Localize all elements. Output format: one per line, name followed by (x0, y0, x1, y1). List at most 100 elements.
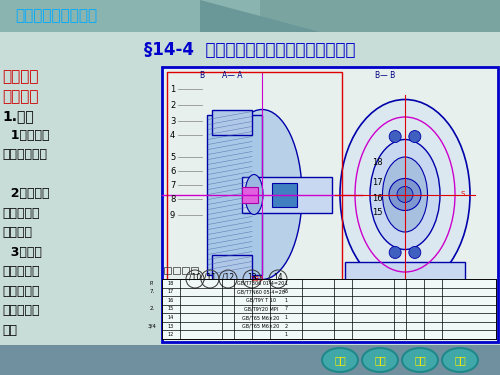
Text: GB/T9Y T 10: GB/T9Y T 10 (246, 298, 276, 303)
Text: /10: /10 (189, 273, 201, 282)
Circle shape (389, 130, 401, 142)
Text: GB/T9Y20 MPI: GB/T9Y20 MPI (244, 306, 278, 312)
Text: 画法几何及机械制图: 画法几何及机械制图 (15, 9, 97, 24)
Text: 1: 1 (284, 332, 288, 337)
Bar (0, 0, 500, 32)
Ellipse shape (382, 157, 428, 232)
Bar (164, 267, 171, 274)
Text: 部件序号: 部件序号 (2, 89, 38, 104)
Text: P.: P. (150, 281, 154, 286)
Text: A— A: A— A (222, 70, 242, 80)
Bar (162, 67, 498, 342)
Ellipse shape (340, 99, 470, 290)
Text: 首页: 首页 (334, 355, 346, 365)
Text: 5: 5 (170, 153, 175, 162)
Circle shape (409, 246, 421, 258)
Text: S: S (461, 192, 465, 198)
Text: 上页: 上页 (374, 355, 386, 365)
Circle shape (389, 246, 401, 258)
Text: 7.: 7. (150, 290, 154, 294)
Text: 16: 16 (168, 298, 174, 303)
Text: GB/T65 M6×20: GB/T65 M6×20 (242, 324, 280, 328)
Circle shape (389, 178, 421, 210)
Ellipse shape (245, 174, 263, 214)
Text: 1）所有零: 1）所有零 (2, 129, 50, 142)
Text: 明细栏中的: 明细栏中的 (2, 285, 40, 298)
Text: 一、零、: 一、零、 (2, 69, 38, 84)
Text: 14: 14 (168, 315, 174, 320)
Text: 一个号；: 一个号； (2, 226, 32, 239)
Text: 2）相同零: 2）相同零 (2, 187, 50, 200)
Text: 1: 1 (284, 281, 288, 286)
Ellipse shape (402, 348, 438, 372)
Text: 3）零部: 3）零部 (2, 246, 42, 259)
Circle shape (409, 130, 421, 142)
Bar (212, 255, 252, 279)
Text: 4: 4 (170, 130, 175, 140)
Bar (173, 267, 180, 274)
Ellipse shape (370, 140, 440, 249)
Bar (345, 262, 465, 287)
Text: 13: 13 (168, 324, 174, 328)
Text: 7: 7 (284, 306, 288, 312)
Text: 序号对应相: 序号对应相 (2, 304, 40, 317)
Text: 7: 7 (170, 180, 175, 189)
Text: 3/4: 3/4 (148, 324, 156, 328)
Text: 8: 8 (170, 195, 175, 204)
Text: 15: 15 (372, 208, 382, 217)
Text: 2: 2 (284, 324, 288, 328)
Text: 12: 12 (168, 332, 174, 337)
Text: 18: 18 (372, 158, 382, 167)
Text: GB/T7N60 05-4=20: GB/T7N60 05-4=20 (237, 290, 285, 294)
Bar (191, 267, 198, 274)
Text: 15: 15 (168, 306, 174, 312)
Text: 1: 1 (284, 298, 288, 303)
Text: 17: 17 (168, 290, 174, 294)
Bar (355, 285, 455, 307)
Ellipse shape (362, 348, 398, 372)
Bar (0, 345, 500, 375)
Bar (242, 186, 258, 202)
Text: /12: /12 (222, 273, 234, 282)
Text: 2.: 2. (150, 306, 154, 312)
Text: 6: 6 (170, 166, 175, 176)
Text: 部件都编号；: 部件都编号； (2, 148, 47, 161)
Text: 件的编号与: 件的编号与 (2, 265, 40, 278)
Text: B: B (200, 70, 204, 80)
Text: 部件一般编: 部件一般编 (2, 207, 40, 220)
Text: 下页: 下页 (414, 355, 426, 365)
Text: /11: /11 (204, 273, 216, 282)
Text: 3: 3 (170, 117, 175, 126)
Text: §14-4  装配图中的零、部件序号和明细栏: §14-4 装配图中的零、部件序号和明细栏 (144, 41, 356, 59)
Text: 45: 45 (283, 290, 289, 294)
Bar (260, 0, 500, 32)
Bar (212, 110, 252, 135)
Ellipse shape (442, 348, 478, 372)
Ellipse shape (322, 348, 358, 372)
Text: 17: 17 (372, 178, 382, 187)
Bar (207, 114, 262, 274)
Text: 9: 9 (170, 210, 175, 219)
Text: 1.总则: 1.总则 (2, 109, 34, 123)
Text: 13: 13 (247, 273, 257, 282)
Text: 18: 18 (168, 281, 174, 286)
Text: 同。: 同。 (2, 324, 17, 337)
Text: GB/T7306 01-4=20: GB/T7306 01-4=20 (238, 281, 284, 286)
Text: 14: 14 (273, 273, 283, 282)
Text: GB/T65 M6×20: GB/T65 M6×20 (242, 315, 280, 320)
Bar (272, 183, 297, 207)
Bar (242, 177, 332, 213)
Text: 2: 2 (170, 100, 175, 109)
Text: 1: 1 (284, 315, 288, 320)
Text: 前课: 前课 (454, 355, 466, 365)
Bar (162, 279, 496, 339)
Circle shape (397, 186, 413, 202)
Text: 1: 1 (170, 84, 175, 93)
Bar (182, 267, 189, 274)
Polygon shape (200, 0, 320, 32)
Bar (0, 32, 500, 345)
Text: 185: 185 (250, 276, 264, 282)
Text: 16: 16 (372, 194, 382, 203)
Ellipse shape (222, 110, 302, 279)
Text: B— B: B— B (375, 70, 395, 80)
